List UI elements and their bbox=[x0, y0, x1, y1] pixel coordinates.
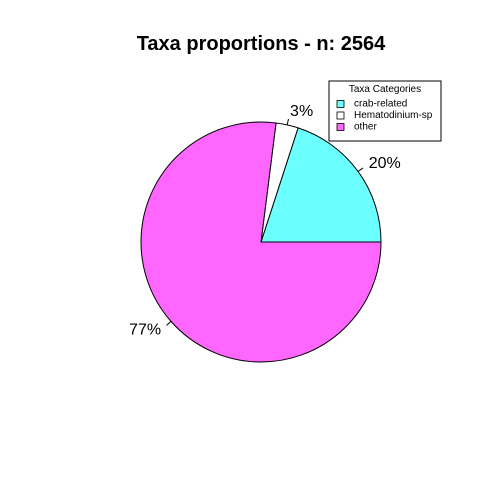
pie-label-tick-other bbox=[166, 320, 172, 326]
legend-title: Taxa Categories bbox=[349, 84, 421, 95]
legend-label-hematodinium-sp: Hematodinium-sp bbox=[354, 110, 433, 121]
legend-label-other: other bbox=[354, 122, 377, 133]
legend-box bbox=[328, 80, 442, 142]
legend-label-crab-related: crab-related bbox=[354, 99, 407, 110]
pie-slice-labels: 20% 3% 77% bbox=[129, 103, 401, 338]
pie-label-crab-related: 20% bbox=[369, 155, 401, 172]
pie-label-tick-hematodinium-sp bbox=[286, 118, 289, 125]
pie-slice-crab-related bbox=[260, 127, 382, 243]
pie-label-other: 77% bbox=[129, 321, 161, 338]
legend-swatch-other bbox=[336, 123, 345, 131]
pie-label-hematodinium-sp: 3% bbox=[290, 103, 313, 120]
chart-title: Taxa proportions - n: 2564 bbox=[137, 33, 386, 55]
legend-swatch-hematodinium-sp bbox=[336, 111, 345, 120]
legend: Taxa Categories crab-relatedHematodinium… bbox=[328, 80, 442, 142]
pie-label-tick-crab-related bbox=[357, 167, 364, 172]
legend-swatch-crab-related bbox=[336, 100, 345, 108]
pie-slices bbox=[140, 121, 382, 363]
